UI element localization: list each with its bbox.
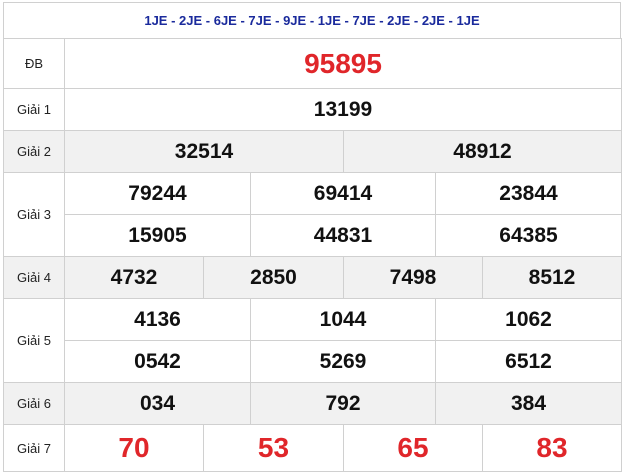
prize-number: 0542 [64, 340, 251, 383]
prize-label: Giải 7 [3, 424, 65, 472]
prize-number: 4136 [64, 298, 251, 341]
prize-number: 83 [482, 424, 622, 472]
prize-number: 6512 [435, 340, 622, 383]
prize-number: 53 [203, 424, 344, 472]
prize-number: 23844 [435, 172, 622, 215]
prize-label: Giải 6 [3, 382, 65, 425]
header-codes: 1JE - 2JE - 6JE - 7JE - 9JE - 1JE - 7JE … [3, 2, 621, 39]
prize-number: 034 [64, 382, 251, 425]
prize-label: Giải 1 [3, 88, 65, 131]
prize-number: 1062 [435, 298, 622, 341]
prize-label: Giải 2 [3, 130, 65, 173]
prize-number: 792 [250, 382, 436, 425]
prize-number: 70 [64, 424, 204, 472]
prize-number: 65 [343, 424, 483, 472]
prize-number: 384 [435, 382, 622, 425]
prize-number: 8512 [482, 256, 622, 299]
prize-number: 64385 [435, 214, 622, 257]
prize-number: 44831 [250, 214, 436, 257]
prize-label: Giải 5 [3, 298, 65, 383]
prize-number: 79244 [64, 172, 251, 215]
prize-number: 95895 [64, 38, 622, 89]
prize-number: 2850 [203, 256, 344, 299]
prize-number: 48912 [343, 130, 622, 173]
prize-label: ĐB [3, 38, 65, 89]
prize-number: 32514 [64, 130, 344, 173]
prize-number: 7498 [343, 256, 483, 299]
prize-number: 69414 [250, 172, 436, 215]
prize-label: Giải 3 [3, 172, 65, 257]
prize-number: 1044 [250, 298, 436, 341]
prize-label: Giải 4 [3, 256, 65, 299]
prize-number: 15905 [64, 214, 251, 257]
prize-number: 5269 [250, 340, 436, 383]
prize-number: 4732 [64, 256, 204, 299]
prize-number: 13199 [64, 88, 622, 131]
